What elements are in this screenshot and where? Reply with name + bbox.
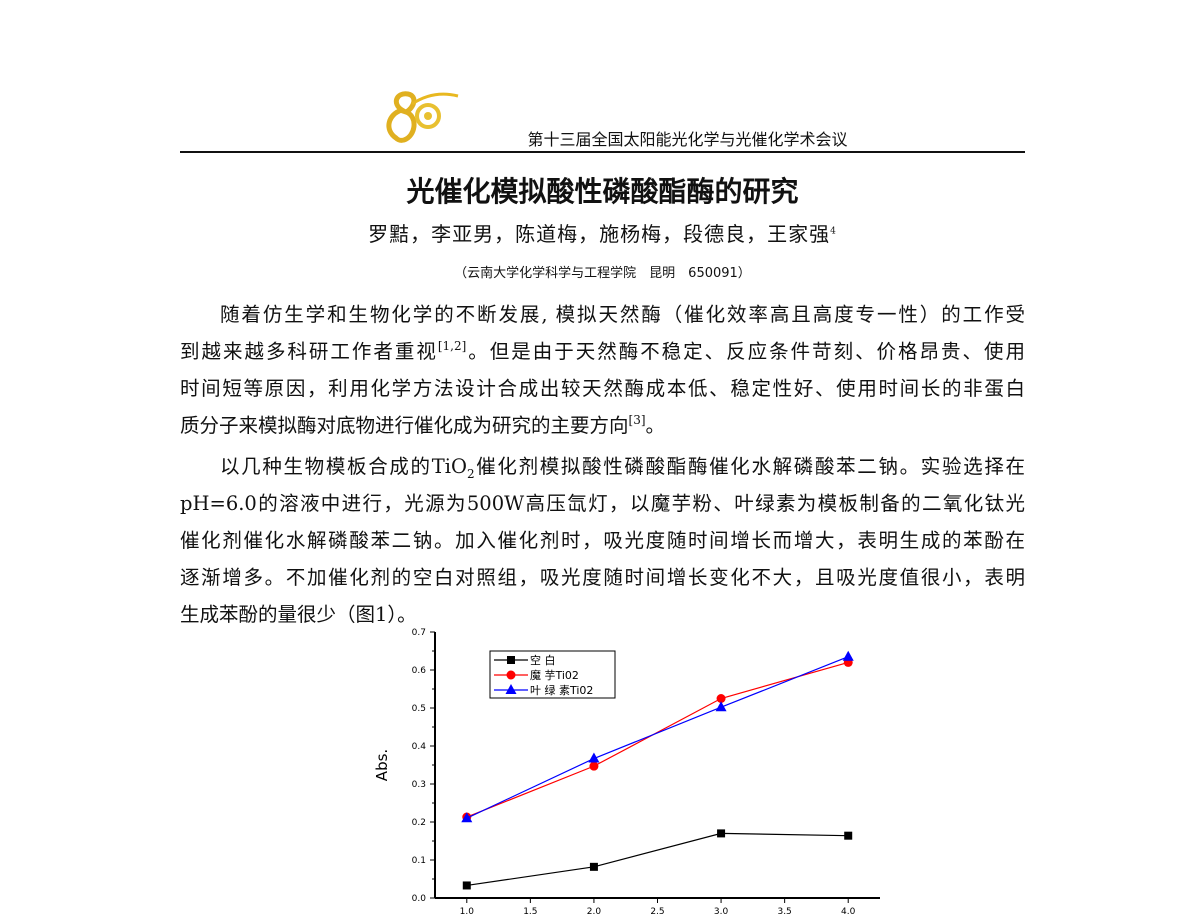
y-tick-label: 0.5 xyxy=(412,704,426,714)
text-line: 时间短等原因，利用化学方法设计合成出较天然酶成本低、稳定性好、使用时间长的非蛋白 xyxy=(180,377,1025,400)
affiliation: （云南大学化学科学与工程学院 昆明 650091） xyxy=(454,266,751,281)
legend-label: 叶 绿 素Ti02 xyxy=(530,683,593,697)
y-tick-label: 0.2 xyxy=(412,818,426,828)
legend-label: 魔 芋Ti02 xyxy=(530,668,579,682)
text-line: 随着仿生学和生物化学的不断发展, 模拟天然酶（催化效率高且高度专一性）的工作受 xyxy=(220,303,1025,326)
x-tick-label: 2.0 xyxy=(587,907,602,917)
x-tick-label: 2.5 xyxy=(650,907,664,917)
y-tick-label: 0.7 xyxy=(412,628,426,638)
authors: 罗黠，李亚男，陈道梅，施杨梅，段德良，王家强 xyxy=(368,222,831,246)
paragraph-2: 以几种生物模板合成的TiO2催化剂模拟酸性磷酸酯酶催化水解磷酸苯二钠。实验选择在… xyxy=(180,448,1025,633)
data-point xyxy=(462,881,471,890)
x-tick-label: 4.0 xyxy=(841,907,856,917)
data-point xyxy=(842,650,854,661)
text-span: 质分子来模拟酶对底物进行催化成为研究的主要方向 xyxy=(180,414,629,437)
author-list: 罗黠，李亚男，陈道梅，施杨梅，段德良，王家强4 xyxy=(180,218,1025,247)
legend-marker xyxy=(505,684,517,694)
paper-title: 光催化模拟酸性磷酸酯酶的研究 xyxy=(406,175,799,208)
series-line xyxy=(466,832,849,887)
y-tick-label: 0.3 xyxy=(412,780,426,790)
data-point xyxy=(715,701,727,712)
y-tick-label: 0.1 xyxy=(412,856,426,866)
text-span: 催化剂模拟酸性磷酸酯酶催化水解磷酸苯二钠。实验选择在 xyxy=(474,455,1025,478)
text-span: 以几种生物模板合成的TiO xyxy=(220,455,467,478)
data-point xyxy=(716,694,726,703)
x-tick-label: 1.0 xyxy=(460,907,475,917)
data-point xyxy=(844,831,853,840)
text-line: 质分子来模拟酶对底物进行催化成为研究的主要方向[3]。 xyxy=(180,407,1025,444)
data-point xyxy=(461,812,473,823)
text-span: 到越来越多科研工作者重视 xyxy=(180,340,438,363)
conference-logo xyxy=(386,91,459,143)
x-tick-label: 3.0 xyxy=(714,907,729,917)
text-line: 以几种生物模板合成的TiO2催化剂模拟酸性磷酸酯酶催化水解磷酸苯二钠。实验选择在 xyxy=(180,448,1025,485)
text-line: 到越来越多科研工作者重视[1,2]。但是由于天然酶不稳定、反应条件苛刻、价格昂贵… xyxy=(180,333,1025,370)
data-point xyxy=(589,862,598,871)
text-line: pH=6.0的溶液中进行，光源为500W高压氙灯，以魔芋粉、叶绿素为模板制备的二… xyxy=(180,492,1025,515)
body-text: 随着仿生学和生物化学的不断发展, 模拟天然酶（催化效率高且高度专一性）的工作受 … xyxy=(180,296,1025,633)
text-span: 。但是由于天然酶不稳定、反应条件苛刻、价格昂贵、使用 xyxy=(466,340,1025,363)
x-tick-label: 1.5 xyxy=(523,907,537,917)
data-point xyxy=(589,761,599,771)
paragraph-1: 随着仿生学和生物化学的不断发展, 模拟天然酶（催化效率高且高度专一性）的工作受 … xyxy=(180,296,1025,444)
legend-marker xyxy=(507,656,515,664)
header-rule xyxy=(180,151,1025,153)
y-tick-label: 0.4 xyxy=(412,742,427,752)
citation: [3] xyxy=(628,413,646,427)
x-tick-label: 3.5 xyxy=(777,907,791,917)
author-mark: 4 xyxy=(830,226,837,237)
y-tick-label: 0.6 xyxy=(412,666,427,676)
conference-name: 第十三届全国太阳能光化学与光催化学术会议 xyxy=(527,130,848,149)
text-line: 逐渐增多。不加催化剂的空白对照组，吸光度随时间增长变化不大，且吸光度值很小，表明 xyxy=(180,566,1025,589)
citation: [1,2] xyxy=(437,339,467,353)
absorbance-chart: 0.0 0.1 0.2 0.3 0.4 0.5 0.6 0.7 1.0 1.5 2.0 2.5 3.0 3… xyxy=(373,628,880,917)
series-line xyxy=(466,656,849,819)
data-point xyxy=(588,752,600,763)
text-span: 。 xyxy=(645,414,666,437)
y-axis-label: Abs. xyxy=(373,749,391,781)
text-line: 生成苯酚的量很少（图1）。 xyxy=(180,603,417,626)
data-point xyxy=(717,829,726,838)
legend-label: 空 白 xyxy=(530,653,556,667)
text-line: 催化剂催化水解磷酸苯二钠。加入催化剂时，吸光度随时间增长而增大，表明生成的苯酚在 xyxy=(180,529,1025,552)
subscript: 2 xyxy=(466,466,475,481)
y-tick-label: 0.0 xyxy=(412,894,427,904)
legend-marker xyxy=(506,670,516,680)
